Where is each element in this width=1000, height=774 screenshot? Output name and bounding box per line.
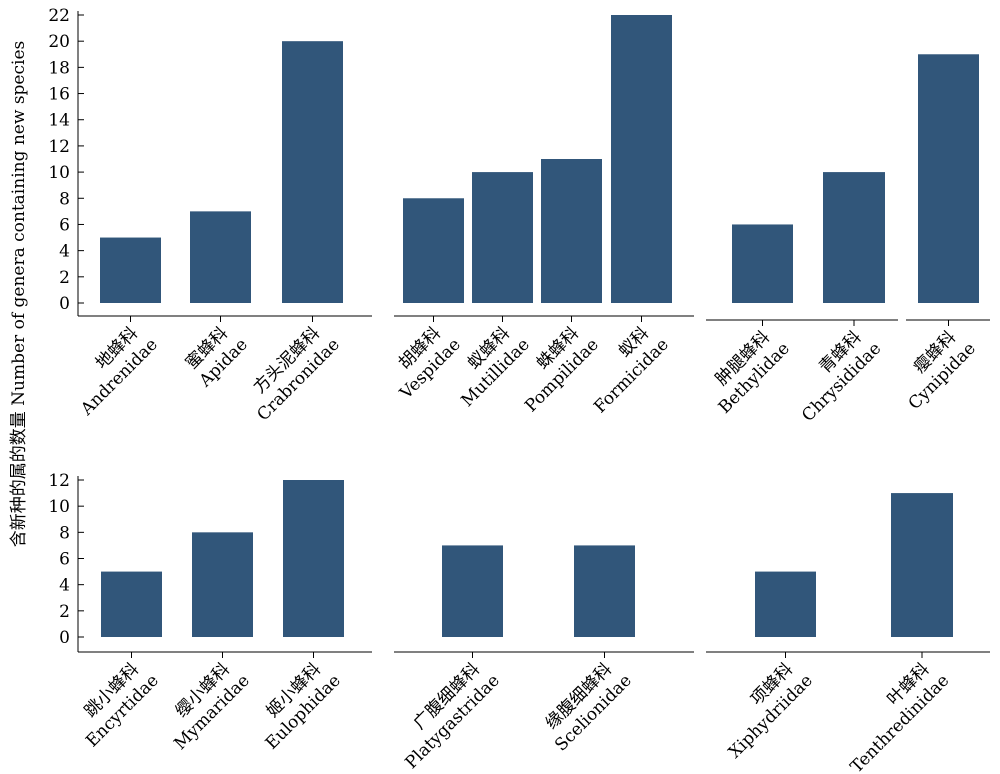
category-label: 蛛蜂科Pompilidae [506,319,603,416]
bar [541,159,602,303]
bar [891,493,953,637]
bar [192,532,253,637]
y-tick-label: 2 [59,268,70,288]
category-label: 肿腿蜂科Bethylidae [699,323,794,418]
category-label: 缨小蜂科Mymaridae [155,655,254,754]
y-tick-label: 12 [48,137,70,157]
y-tick-label: 8 [59,189,70,209]
y-tick-label: 6 [59,215,70,235]
category-label: 缘腹细蜂科Scelionidae [536,655,636,755]
y-tick-label: 0 [59,294,70,314]
bar [282,41,343,303]
category-label: 广腹细蜂科Platygastridae [386,655,504,773]
bar [755,571,816,637]
bar [100,237,161,303]
category-label: 蚁蜂科Mutillidae [442,319,534,411]
y-tick-label: 8 [59,523,70,543]
bar [472,172,533,303]
y-tick-label: 0 [59,628,70,648]
y-axis-label: 含新种的属的数量 Number of genera containing new… [9,41,29,547]
category-label: 地蜂科Andrenidae [61,319,162,420]
y-tick-label: 20 [48,32,70,52]
category-label: 瘿蜂科Cynipidae [889,323,980,414]
bar [403,198,464,303]
bar [732,224,793,303]
category-label: 叶蜂科Tenthredinidae [831,655,953,774]
bar [918,54,979,303]
bar [442,545,503,637]
bar [190,211,251,303]
category-label: 跳小蜂科Encyrtidae [67,655,163,751]
category-label: 项蜂科Xiphydriidae [709,655,816,762]
bar [574,545,635,637]
bar [611,15,672,303]
y-tick-label: 18 [48,58,70,78]
y-tick-label: 12 [48,471,70,491]
y-tick-label: 4 [59,576,70,596]
y-tick-label: 4 [59,242,70,262]
y-tick-label: 14 [48,111,70,131]
bar [101,571,162,637]
category-label: 胡蜂科Vespidae [380,319,465,404]
category-label: 蜜蜂科Apidae [179,319,252,392]
y-tick-label: 6 [59,550,70,570]
bar [823,172,885,303]
category-label: 青蜂科Chrysididae [783,323,886,426]
y-tick-label: 10 [48,497,70,517]
bar [283,480,344,637]
y-tick-label: 16 [48,85,70,105]
category-label: 蚁科Formicidae [575,319,673,417]
category-label: 姬小蜂科Eulophidae [246,655,345,754]
category-label: 方头泥蜂科Crabronidae [238,319,344,425]
y-tick-label: 2 [59,602,70,622]
y-tick-label: 22 [48,6,70,26]
y-tick-label: 10 [48,163,70,183]
